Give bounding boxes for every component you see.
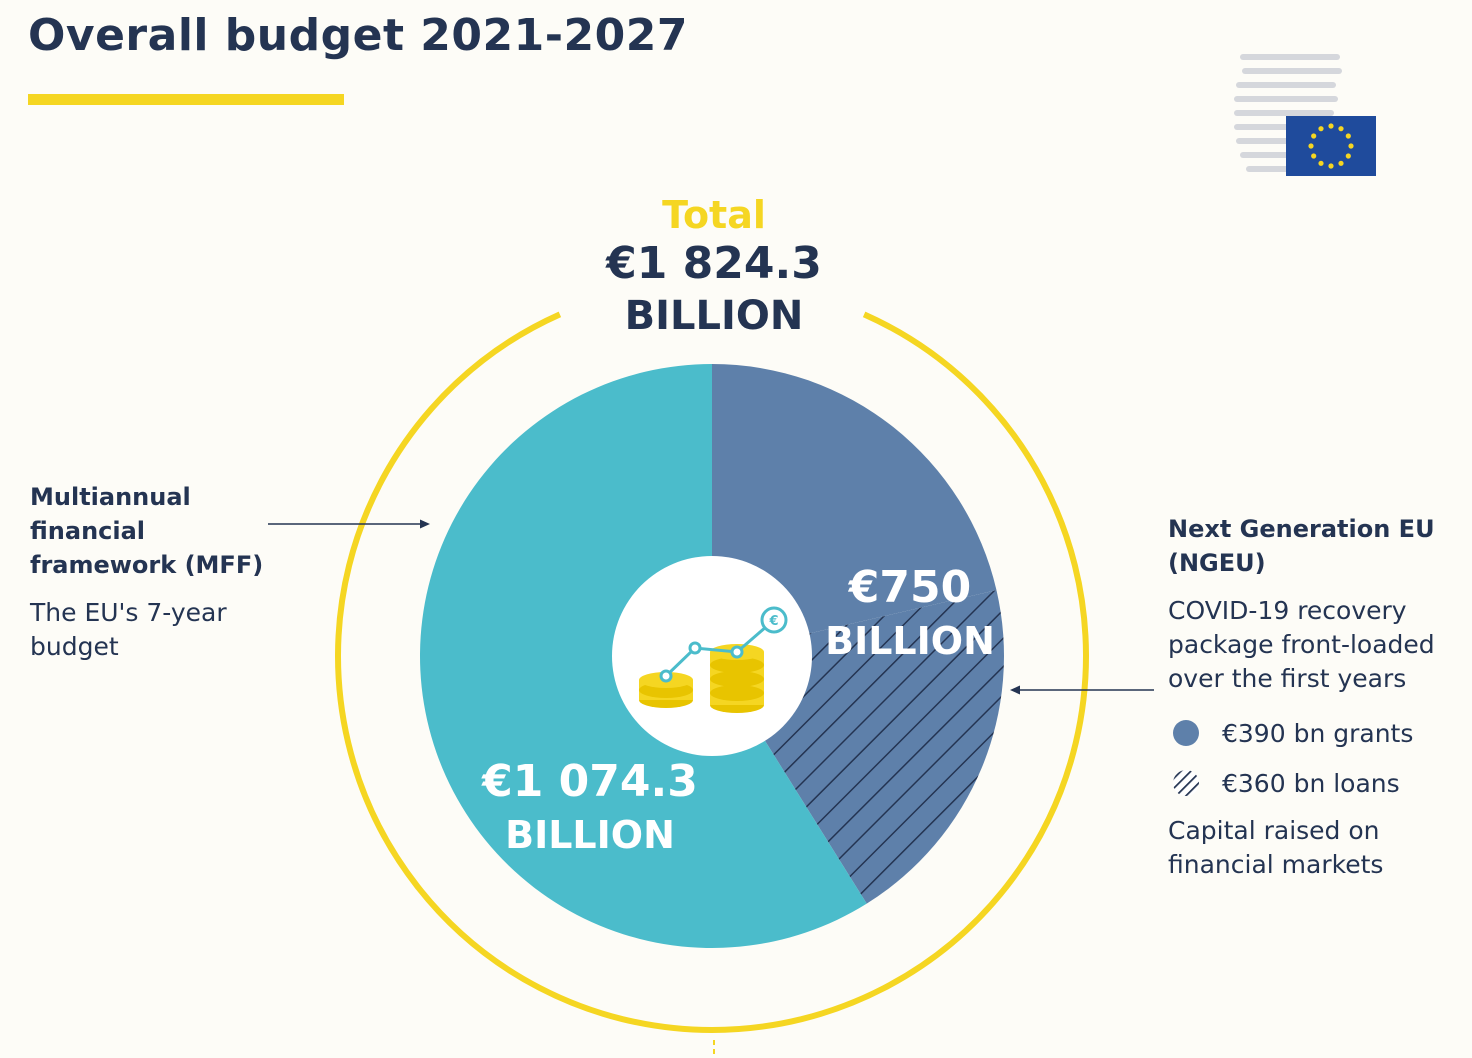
svg-text:€: € (768, 614, 778, 629)
total-unit: BILLION (624, 293, 804, 339)
mff-description-block: Multiannual financial framework (MFF) Th… (30, 480, 280, 664)
total-ring (335, 311, 1089, 1033)
title-underline (28, 94, 344, 105)
eu-council-logo-icon (1234, 54, 1376, 176)
coins-growth-icon: € (639, 606, 788, 713)
ngeu-pointer-arrow (1010, 685, 1154, 695)
total-label: Total (662, 193, 766, 237)
ngeu-heading: Next Generation EU (NGEU) (1168, 515, 1435, 577)
total-value: €1 824.3 (606, 238, 822, 289)
legend-swatch-hatched-icon (1173, 770, 1199, 796)
ngeu-funding-note: Capital raised on financial markets (1168, 816, 1384, 879)
legend-label-loans: €360 bn loans (1222, 768, 1400, 798)
mff-description: The EU's 7-year budget (30, 598, 227, 661)
mff-value: €1 074.3 (482, 756, 698, 807)
legend-item-grants: €390 bn grants (1168, 716, 1458, 750)
page-title: Overall budget 2021-2027 (28, 10, 688, 61)
ngeu-description-block: Next Generation EU (NGEU) COVID-19 recov… (1168, 512, 1458, 882)
legend-label-grants: €390 bn grants (1222, 718, 1414, 748)
mff-heading: Multiannual financial framework (MFF) (30, 483, 264, 579)
mff-value-label: €1 074.3 BILLION (470, 756, 710, 857)
slice-ngeu-grants (712, 364, 997, 656)
legend-item-loans: €360 bn loans (1168, 766, 1458, 800)
ngeu-unit: BILLION (825, 619, 995, 663)
total-block: Total €1 824.3 BILLION (560, 196, 868, 336)
mff-unit: BILLION (505, 813, 675, 857)
ngeu-value-label: €750 BILLION (810, 562, 1010, 663)
legend-swatch-solid-icon (1173, 720, 1199, 746)
ngeu-value: €750 (848, 562, 972, 613)
mff-pointer-arrow (268, 519, 430, 529)
ngeu-description: COVID-19 recovery package front-loaded o… (1168, 596, 1435, 693)
